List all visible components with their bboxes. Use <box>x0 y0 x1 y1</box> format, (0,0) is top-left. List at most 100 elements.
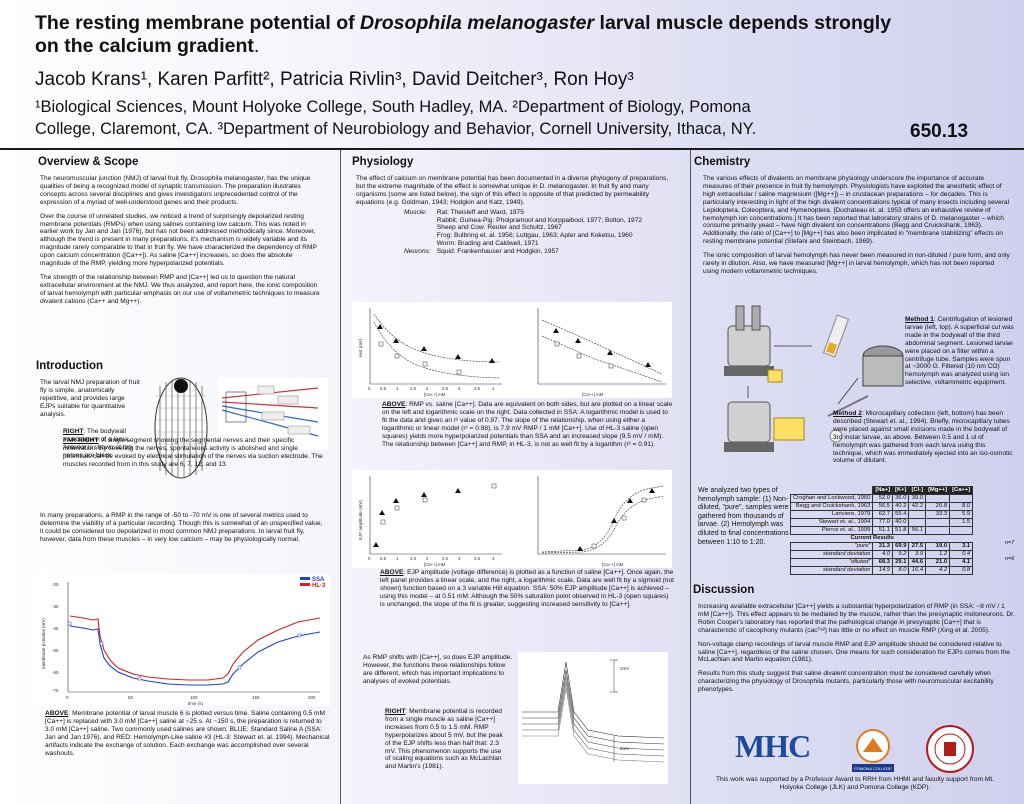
method-2-caption: Method 2: Microcapillary collection (lef… <box>833 410 1013 465</box>
x-tick: 200 <box>308 695 316 700</box>
svg-text:3.5: 3.5 <box>474 556 481 561</box>
x-axis-label: time (s) <box>188 701 204 706</box>
table-row: Pierce et. al., 1999 51.1 51.8 56.1 <box>789 526 974 535</box>
svg-text:1: 1 <box>396 386 399 391</box>
method-illustration <box>724 305 904 452</box>
tube-icon <box>822 314 850 358</box>
intro-text-2: In many preparations, a RMP in the range… <box>40 512 323 543</box>
table-header-row: [Na+] [K+] [Cl-] [Mg++] [Ca++] <box>791 486 974 495</box>
rmp-x-label: [Ca++] mM <box>424 392 446 397</box>
time-plot-caption: ABOVE: Membrane potential of larval musc… <box>45 710 330 757</box>
hl3-trace <box>69 615 321 681</box>
table-row: standard deviation 4.0 9.2 3.9 1.2 0.4 <box>789 550 974 559</box>
svg-text:POMONA COLLEGE: POMONA COLLEGE <box>854 766 892 771</box>
svg-text:[Ca++] mM: [Ca++] mM <box>602 562 624 567</box>
ejp-plot-caption: ABOVE: EJP amplitude (voltage difference… <box>380 569 674 608</box>
svg-text:0.5: 0.5 <box>380 556 387 561</box>
overview-heading: Overview & Scope <box>38 156 139 168</box>
svg-text:1.5: 1.5 <box>410 386 417 391</box>
cornell-seal-logo <box>926 725 974 773</box>
table-row: "diluted" 68.3 29.1 44.6 21.0 4.1 <box>789 558 974 567</box>
y-tick: -55 <box>52 648 59 653</box>
y-tick: -65 <box>52 670 59 675</box>
svg-text:2: 2 <box>426 556 429 561</box>
svg-text:3.5: 3.5 <box>474 386 481 391</box>
legend-hl3: HL-3 <box>312 583 326 589</box>
table-row: Croghan and Lockwood, 1960 52.0 36.0 39.0 <box>789 494 974 503</box>
chemistry-text: The various effects of divalents on memb… <box>703 175 1010 275</box>
svg-text:2: 2 <box>426 386 429 391</box>
y-axis-label: membrane potential (mV) <box>41 618 46 669</box>
vial-icon <box>829 429 843 443</box>
y-tick: -35 <box>52 604 59 609</box>
larva-musculature-figure <box>154 377 208 479</box>
rmp-plot-caption: ABOVE: RMP vs. saline [Ca++]. Data are e… <box>382 401 673 448</box>
legend-hl3-swatch <box>300 583 310 586</box>
svg-text:3: 3 <box>458 386 461 391</box>
introduction-heading: Introduction <box>36 360 104 372</box>
segment-diagram <box>218 378 328 450</box>
y-tick: -45 <box>52 626 59 631</box>
discussion-text: Increasing available extracellular [Ca++… <box>698 603 1015 694</box>
intro-text-1: The larval NMJ preparation of fruit fly … <box>40 379 140 418</box>
sample-block <box>767 369 783 383</box>
ejp-vs-calcium-plots: EJP amplitude (mV) 0 0.5 1 1.5 2 2.5 3 3.5 4 [Ca… <box>352 470 672 568</box>
muscle-refs: Rat: Theisleff and Ward, 1975 Rabbit; Gu… <box>436 208 643 248</box>
current-results-label: Current Results <box>850 535 895 541</box>
table-row: "pure" 31.3 69.9 27.5 19.0 3.1 <box>789 542 974 551</box>
x-tick: 50 <box>128 695 134 700</box>
discussion-heading: Discussion <box>693 584 755 596</box>
poster-number: 650.13 <box>910 121 969 142</box>
legend-ssa: SSA <box>312 577 325 583</box>
svg-text:[Ca++] mM: [Ca++] mM <box>582 392 604 397</box>
svg-text:2.5: 2.5 <box>442 556 449 561</box>
mhc-logo: MHC <box>735 728 811 764</box>
ssa-trace <box>69 625 321 686</box>
header-divider <box>0 148 1024 150</box>
microscope-icon <box>724 305 774 376</box>
legend-ssa-swatch <box>300 577 310 580</box>
centrifuge-icon <box>862 345 904 387</box>
table-row: Begg and Cruickshank, 1963 56.5 40.2 42.2 20… <box>789 502 974 511</box>
voltage-traces-figure: 2mV 5mV <box>518 652 668 784</box>
sample-block <box>773 417 805 441</box>
affiliations: ¹Biological Sciences, Mount Holyoke Coll… <box>35 98 757 138</box>
table-row: standard deviation 14.9 8.0 16.4 4.2 0.8 <box>789 566 974 575</box>
chemistry-heading: Chemistry <box>694 156 751 168</box>
n-diluted: n=6 <box>1005 556 1015 562</box>
analyzed-text: We analyzed two types of hemolymph sampl… <box>698 487 789 546</box>
svg-text:1: 1 <box>396 556 399 561</box>
method-1-caption: Method 1: Centrifugation of lesioned lar… <box>905 316 1014 387</box>
table-row: Lariviere, 1979 62.7 55.4 33.3 5.9 <box>789 510 974 519</box>
intro-far-right-caption: FAR RIGHT: A single segment showing the … <box>63 437 323 468</box>
column-divider <box>340 150 341 804</box>
trace-scale-label: 5mV <box>620 746 629 751</box>
column-divider <box>690 150 691 804</box>
x-tick: 100 <box>190 695 198 700</box>
trace-scale-label: 2mV <box>620 666 629 671</box>
intro-right-caption: RIGHT: The bodywall musculature of a lar… <box>63 428 134 459</box>
acknowledgement: This work was supported by a Professor A… <box>715 776 994 791</box>
physiology-text-2: As RMP shifts with [Ca++], so does EJP a… <box>363 654 513 685</box>
pomona-logo: POMONA COLLEGE <box>852 729 894 772</box>
ion-concentration-table: [Na+] [K+] [Cl-] [Mg++] [Ca++] Croghan a… <box>789 486 974 575</box>
svg-text:0: 0 <box>368 556 371 561</box>
x-tick: 0 <box>66 695 69 700</box>
ejp-y-label: EJP amplitude (mV) <box>358 500 363 540</box>
poster-title: The resting membrane potential of Drosop… <box>35 12 892 57</box>
physiology-heading: Physiology <box>352 156 414 168</box>
svg-text:4: 4 <box>492 556 495 561</box>
svg-text:2.5: 2.5 <box>442 386 449 391</box>
x-tick: 150 <box>252 695 260 700</box>
svg-text:4: 4 <box>492 386 495 391</box>
rmp-y-label: rest (mV) <box>358 338 363 357</box>
microscope-icon <box>724 401 774 452</box>
y-tick: -75 <box>52 688 59 693</box>
svg-text:0: 0 <box>368 386 371 391</box>
authors: Jacob Krans¹, Karen Parfitt², Patricia R… <box>35 69 634 90</box>
svg-text:3: 3 <box>458 556 461 561</box>
membrane-potential-time-plot: -25 -35 -45 -55 -65 -75 0 50 100 150 200… <box>38 574 330 706</box>
overview-text: The neuromuscular junction (NMJ) of larv… <box>40 175 320 305</box>
rmp-vs-calcium-plots: rest (mV) 0 0.5 1 1.5 2 2.5 3 3.5 4 [Ca++] mM [C… <box>352 302 672 398</box>
svg-text:0.5: 0.5 <box>380 386 387 391</box>
